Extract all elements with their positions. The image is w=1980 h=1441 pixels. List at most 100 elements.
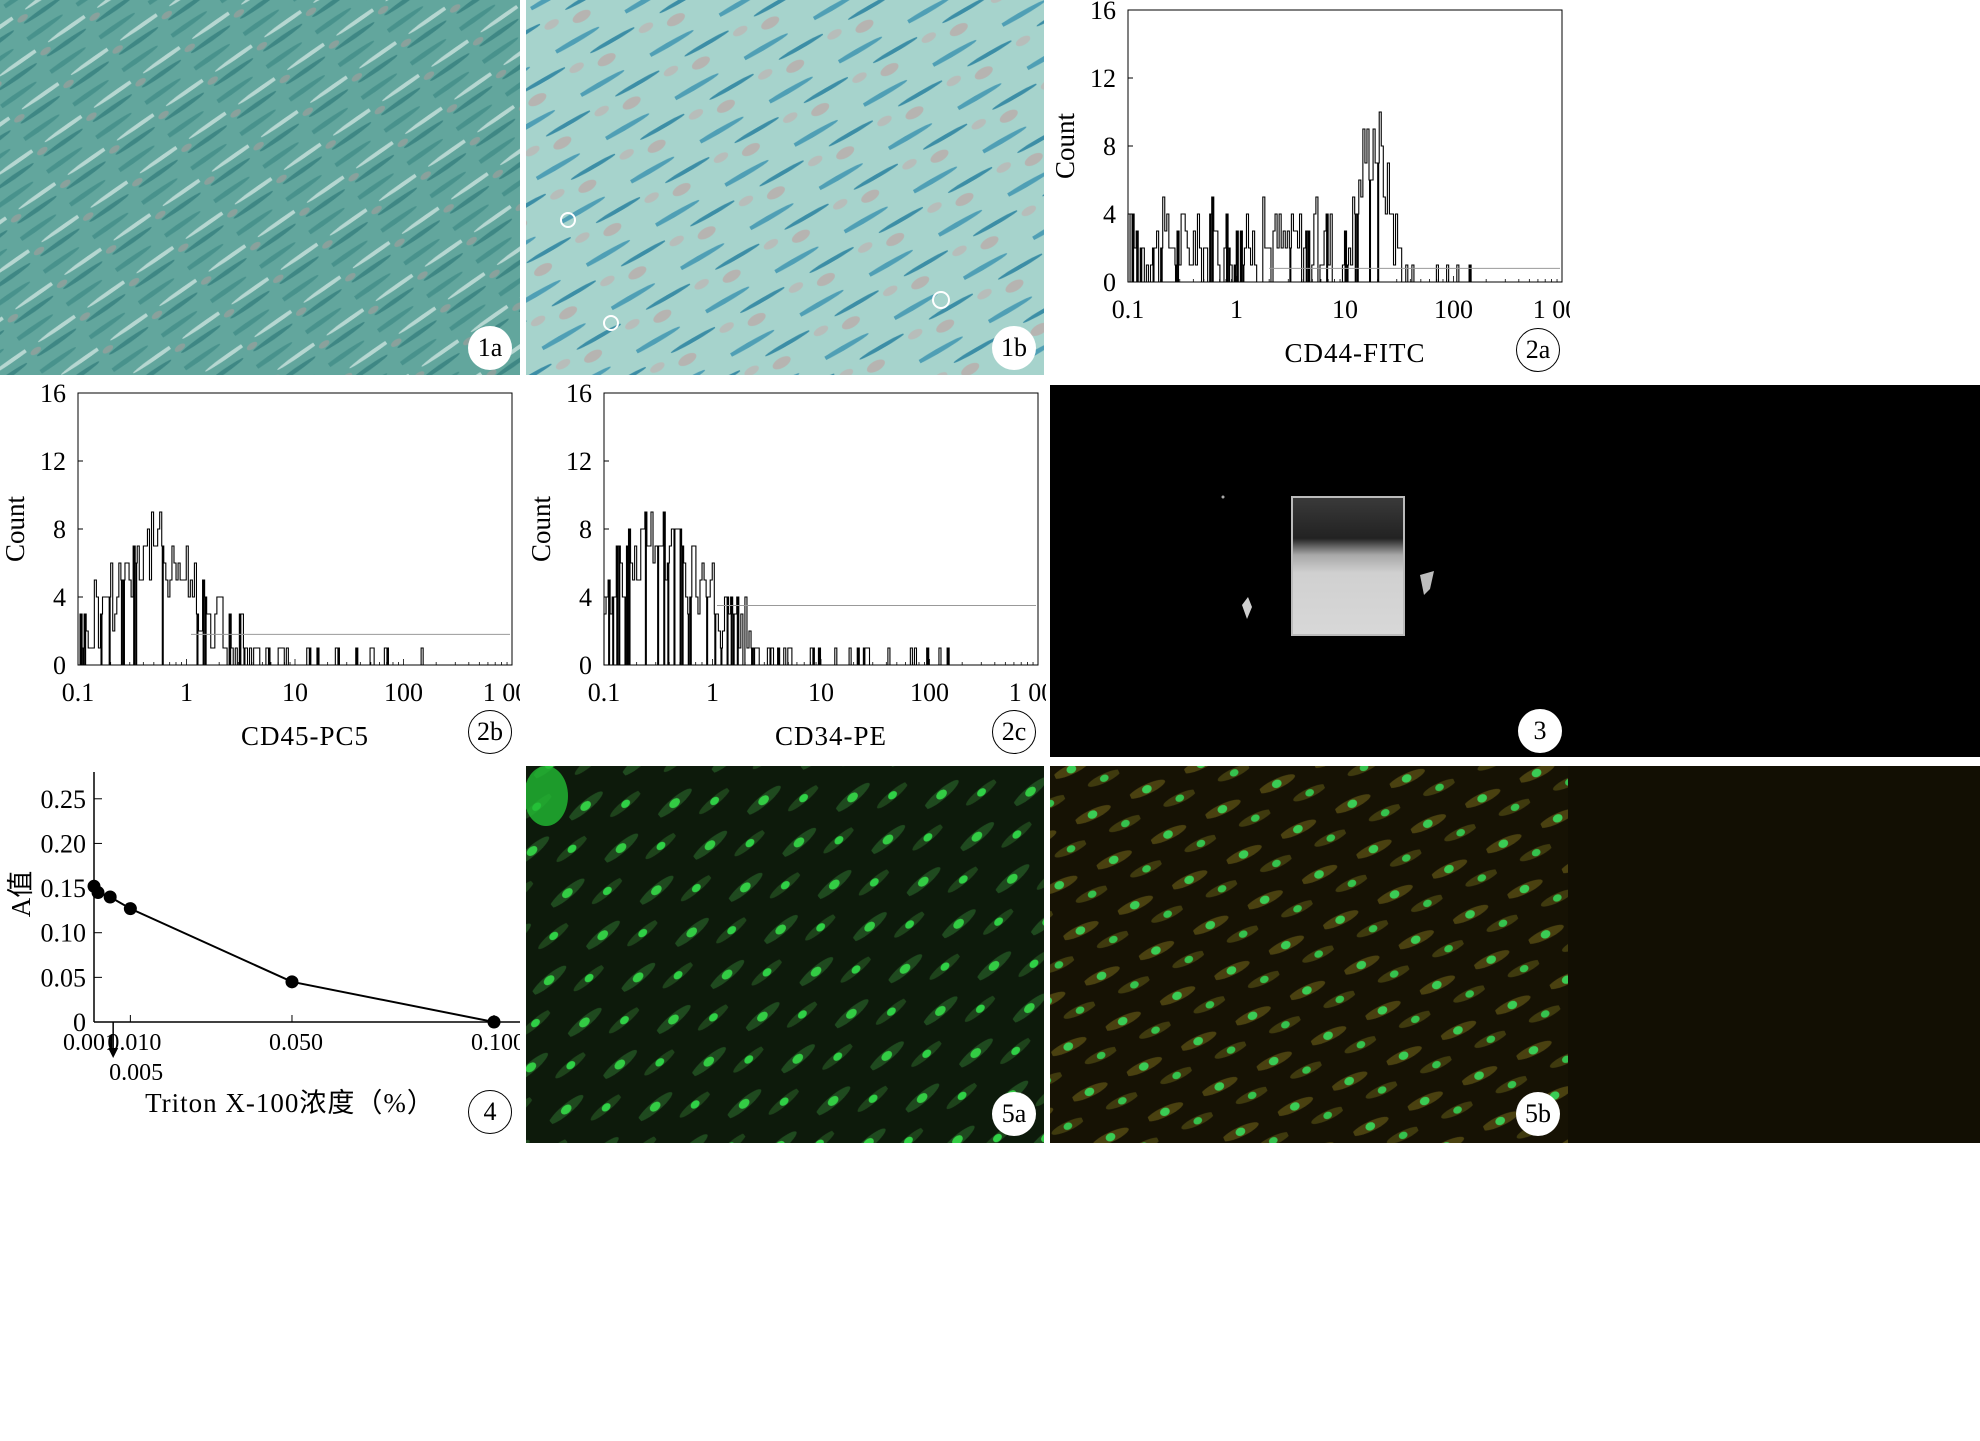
x-tick-label: 0.001 <box>63 1030 117 1056</box>
y-axis-label: Count <box>526 495 556 562</box>
x-tick-label: 0.050 <box>269 1030 323 1056</box>
histogram-bar <box>720 648 723 665</box>
histogram-bar <box>204 597 207 665</box>
histogram-bar <box>1346 265 1349 282</box>
histogram-bar <box>812 648 815 665</box>
photo-5b: 5b <box>1050 766 1980 1143</box>
histogram-bar <box>1307 231 1310 282</box>
x-tick-label: 10 <box>808 678 834 707</box>
x-tick-label: 0.1 <box>1112 295 1145 324</box>
histogram-bar <box>689 597 692 665</box>
plot-frame <box>77 392 513 666</box>
histogram-bar <box>926 648 929 665</box>
histogram-bar <box>1368 180 1372 282</box>
y-tick-label: 12 <box>566 447 592 476</box>
histogram-bar <box>777 648 780 665</box>
histogram-bar <box>202 580 205 665</box>
histogram-trace <box>1127 111 1476 283</box>
y-tick-label: 16 <box>1090 0 1116 25</box>
histogram-bar <box>947 648 950 665</box>
x-axis-label: CD44-FITC <box>1284 338 1425 368</box>
histogram-bar <box>308 648 311 665</box>
y-axis-label: A值 <box>6 871 36 918</box>
chart-2a: 0 4 8 12 16 0.1 1 10 100 1 000 CD44-FITC Count 2a <box>1050 0 1980 375</box>
data-point <box>123 902 137 916</box>
histogram-bar <box>667 563 670 665</box>
histogram-bar <box>1305 231 1308 282</box>
y-tick-label: 12 <box>1090 64 1116 93</box>
y-tick-label: 16 <box>566 383 592 408</box>
histogram-bar <box>612 597 615 665</box>
histogram-bar <box>1326 214 1329 282</box>
x-tick-label: 0.010 <box>107 1030 161 1056</box>
y-tick-label: 0 <box>1103 268 1116 297</box>
histogram-bar <box>1354 214 1357 282</box>
panel-label-5a: 5a <box>992 1092 1036 1136</box>
histogram-trace <box>78 511 426 666</box>
histogram-bar <box>1236 231 1239 282</box>
histogram-bar <box>1174 265 1178 282</box>
chart-4: 0 0.05 0.10 0.15 0.20 0.25 0.001 0.010 0.050 0.10… <box>0 764 520 1141</box>
histogram-bar <box>736 597 739 665</box>
histogram-bar <box>857 648 860 665</box>
histogram-bar <box>239 614 242 665</box>
y-tick-label: 4 <box>53 583 66 612</box>
panel-label-4: 4 <box>468 1090 512 1134</box>
x-tick-label: 100 <box>384 678 423 707</box>
histogram-bar <box>355 648 358 665</box>
y-tick-label: 16 <box>40 383 66 408</box>
x-tick-label: 0.1 <box>62 678 95 707</box>
histogram-bar <box>753 648 756 665</box>
histogram-bar <box>1211 197 1214 282</box>
histogram-bar <box>673 529 676 665</box>
photo-5a-image <box>526 766 1044 1143</box>
histogram-bar <box>706 597 709 665</box>
data-point <box>91 886 105 900</box>
histogram-bar <box>243 648 246 665</box>
histogram-bar <box>1152 248 1155 282</box>
histogram-bar <box>644 512 647 665</box>
y-tick-label: 0 <box>73 1008 86 1037</box>
panel-label-3: 3 <box>1518 709 1562 753</box>
y-tick-label: 0.15 <box>41 874 87 903</box>
histogram-bar <box>1242 265 1245 282</box>
histogram-bar <box>161 546 164 665</box>
chart-2b-svg: 0 4 8 12 16 0.1 1 10 100 1 000 CD45-PC5 Count <box>0 383 520 751</box>
histogram-bar <box>1209 214 1212 282</box>
y-tick-label: 12 <box>40 447 66 476</box>
y-tick-label: 4 <box>1103 200 1116 229</box>
histogram-bar <box>628 529 631 665</box>
photo-3: 3 <box>1050 385 1980 757</box>
histogram-bar <box>626 546 629 665</box>
histogram-bar <box>769 648 772 665</box>
y-tick-label: 0 <box>579 651 592 680</box>
photo-1a-image <box>0 0 520 375</box>
y-tick-label: 4 <box>579 583 592 612</box>
y-tick-label: 0.05 <box>41 963 87 992</box>
x-tick-label: 1 000 <box>483 678 520 707</box>
y-tick-label: 0 <box>53 651 66 680</box>
histogram-bar <box>681 546 684 665</box>
panel-label-5b: 5b <box>1516 1092 1560 1136</box>
panel-label-2a: 2a <box>1516 328 1560 372</box>
y-tick-label: 8 <box>579 515 592 544</box>
arrow-tick-head <box>108 1048 119 1058</box>
x-tick-label: 0.100 <box>471 1030 520 1056</box>
chart-2c: 0 4 8 12 16 0.1 1 10 100 1 000 CD34-PE Count 2c <box>526 383 1046 758</box>
photo-5b-image <box>1050 766 1568 1143</box>
x-tick-label: 1 <box>180 678 193 707</box>
y-tick-label: 0.10 <box>41 919 87 948</box>
histogram-bar <box>1228 248 1231 282</box>
histogram-bar <box>386 648 389 665</box>
x-tick-label: 100 <box>1434 295 1473 324</box>
y-tick-label: 8 <box>53 515 66 544</box>
x-tick-label: 10 <box>282 678 308 707</box>
histogram-bar <box>133 546 136 665</box>
y-tick-label: 0.25 <box>41 785 87 814</box>
x-tick-label: 100 <box>910 678 949 707</box>
histogram-bar <box>337 648 340 665</box>
photo-3-image <box>1221 495 1434 636</box>
photo-5a: 5a <box>526 766 1044 1143</box>
histogram-bar <box>663 512 666 665</box>
histogram-bar <box>1160 248 1163 282</box>
